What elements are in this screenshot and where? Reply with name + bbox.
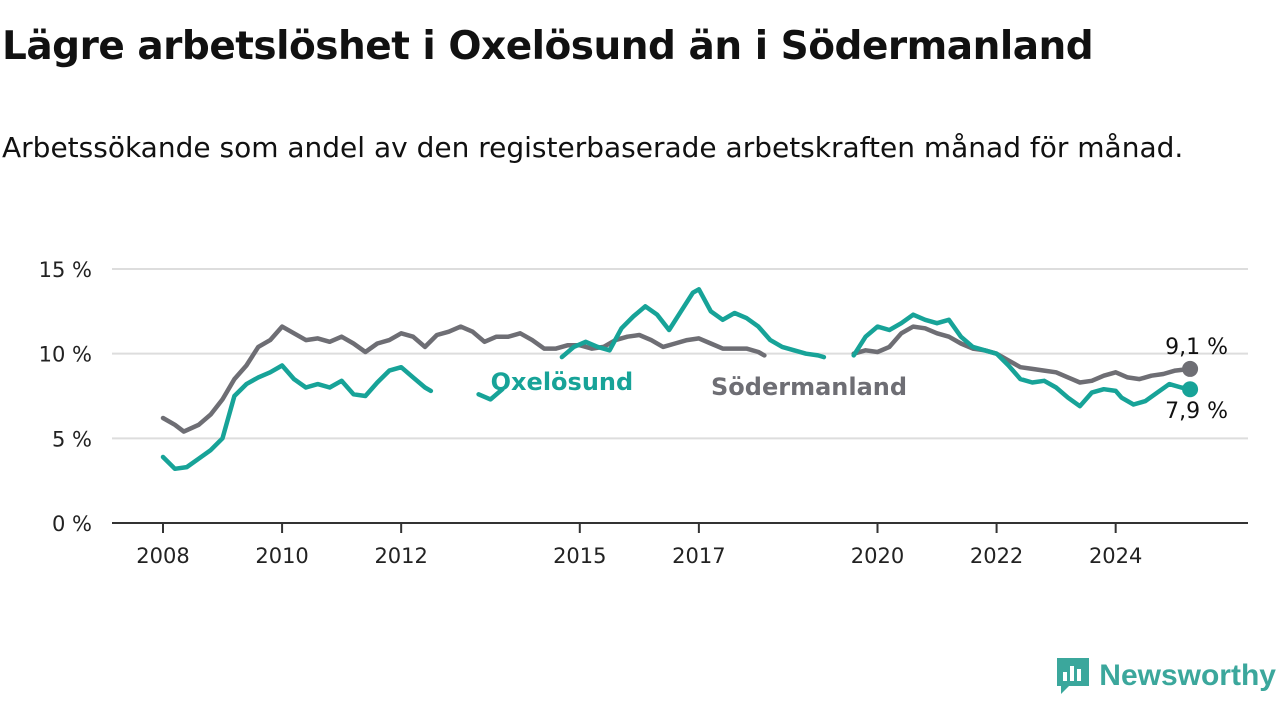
newsworthy-logo-icon: [1057, 658, 1090, 694]
y-tick-label: 10 %: [39, 343, 92, 367]
brand-name: Newsworthy: [1099, 659, 1276, 692]
end-label-sodermanland: 9,1 %: [1165, 335, 1228, 360]
x-axis-ticks: 2008 2010 2012 2015 2017 2020 2022 2024: [136, 523, 1142, 568]
chart-title: Lägre arbetslöshet i Oxelösund än i Söde…: [2, 24, 1094, 69]
series-label-oxelosund: Oxelösund: [491, 368, 634, 396]
y-tick-label: 0 %: [52, 512, 92, 536]
x-tick-label: 2017: [672, 544, 725, 568]
x-tick-label: 2015: [553, 544, 606, 568]
x-tick-label: 2012: [374, 544, 427, 568]
x-tick-label: 2020: [851, 544, 904, 568]
y-axis-ticks: 0 % 5 % 10 % 15 %: [39, 258, 92, 536]
end-label-oxelosund: 7,9 %: [1165, 399, 1228, 424]
line-chart: 0 %5 %10 %15 % 2008 2010 2012 2015 2017 2020 2…: [39, 258, 1248, 568]
x-tick-label: 2024: [1089, 544, 1142, 568]
x-tick-label: 2022: [970, 544, 1023, 568]
end-dot-oxelosund: [1182, 381, 1199, 398]
end-markers: 9,1 % 7,9 %: [1165, 335, 1228, 424]
chart-subtitle: Arbetssökande som andel av den registerb…: [2, 131, 1184, 164]
y-tick-label: 15 %: [39, 258, 92, 282]
series-annotations: Oxelösund Södermanland: [491, 368, 907, 401]
x-tick-label: 2008: [136, 544, 189, 568]
x-tick-label: 2010: [255, 544, 308, 568]
grid-lines: [112, 268, 1248, 440]
y-tick-label: 5 %: [52, 427, 92, 451]
series-label-sodermanland: Södermanland: [711, 373, 907, 401]
series-line-oxelosund: [160, 287, 1193, 472]
end-dot-sodermanland: [1182, 360, 1199, 377]
series-lines: [160, 287, 1193, 472]
series-line-sodermanland: [160, 324, 1193, 434]
newsworthy-logo: Newsworthy: [1055, 656, 1276, 696]
